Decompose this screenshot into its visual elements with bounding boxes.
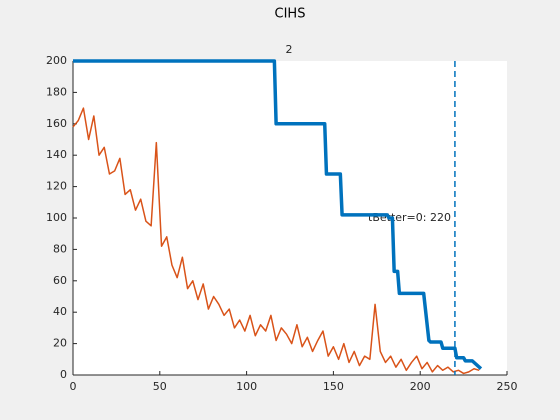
- y-tick-label: 40: [53, 305, 67, 318]
- x-tick-label: 50: [153, 380, 167, 393]
- series-line: [72, 107, 480, 375]
- y-tick-label: 120: [46, 180, 67, 193]
- annotation: 2: [286, 43, 293, 56]
- chart-title: CIHS: [275, 7, 306, 22]
- y-tick-label: 100: [46, 211, 67, 224]
- annotation: tBetter=0: 220: [368, 211, 451, 224]
- y-tick-label: 160: [46, 117, 67, 130]
- x-tick-label: 250: [497, 380, 518, 393]
- x-tick-label: 0: [70, 380, 77, 393]
- y-tick-label: 200: [46, 54, 67, 67]
- y-tick-label: 60: [53, 274, 67, 287]
- y-tick-label: 180: [46, 85, 67, 98]
- series-line: [73, 59, 483, 371]
- y-tick-label: 140: [46, 148, 67, 161]
- y-tick-label: 20: [53, 337, 67, 350]
- x-tick-label: 100: [236, 380, 257, 393]
- x-tick-label: 200: [410, 380, 431, 393]
- y-tick-label: 80: [53, 242, 67, 255]
- x-tick-label: 150: [323, 380, 344, 393]
- y-tick-label: 0: [60, 368, 67, 381]
